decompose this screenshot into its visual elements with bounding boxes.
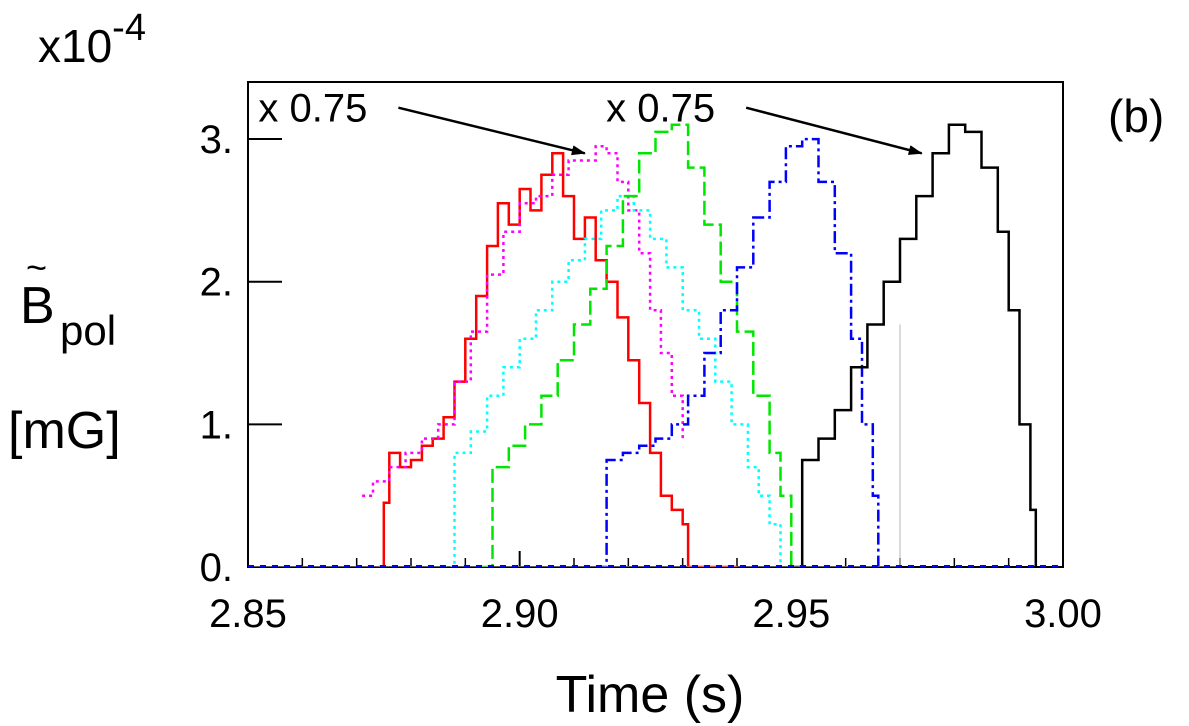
annotation-arrow-0 [398, 106, 586, 156]
y-tick-label: 0. [200, 546, 233, 590]
annotation-label-1: x 0.75 [606, 87, 715, 131]
y-axis-subscript: pol [60, 307, 116, 354]
x-tick-label: 2.85 [209, 592, 287, 636]
panel-label: (b) [1108, 90, 1164, 142]
series-line-1 [362, 144, 684, 497]
x-tick-label: 2.95 [752, 592, 830, 636]
plot-frame [247, 81, 1064, 568]
series-line-0 [378, 152, 737, 567]
series-line-3 [481, 123, 793, 567]
series-line-6 [248, 324, 901, 567]
series-line-2 [443, 194, 782, 567]
y-axis-tilde: ~ [26, 247, 47, 288]
scale-prefix: x10-4 [38, 7, 146, 72]
series-line-5 [791, 123, 1038, 567]
scale-exponent: -4 [112, 7, 146, 49]
annotation-label-0: x 0.75 [258, 87, 367, 131]
y-tick-label: 2. [200, 261, 233, 305]
y-axis-unit: [mG] [8, 402, 121, 460]
x-tick-label: 2.90 [481, 592, 559, 636]
y-axis-symbol: B [20, 277, 55, 335]
plot-layer: 2.85 2.90 2.95 3.00 0. 1. 2. 3. x 0.75 x 0.75 [200, 81, 1102, 636]
y-tick-label: 1. [200, 403, 233, 447]
series-line-4 [595, 137, 880, 567]
scale-prefix-base: x10 [38, 20, 112, 72]
y-tick-label: 3. [200, 118, 233, 162]
x-axis-label: Time (s) [556, 666, 745, 724]
x-tick-label: 3.00 [1024, 592, 1102, 636]
annotation-arrow-1 [745, 106, 923, 155]
